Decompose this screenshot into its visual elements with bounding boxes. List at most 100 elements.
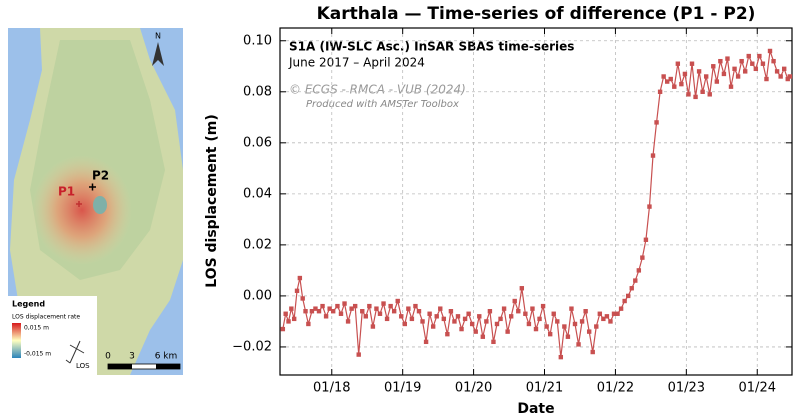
point xyxy=(608,319,613,324)
point xyxy=(487,309,493,314)
point xyxy=(316,309,322,314)
point xyxy=(423,339,429,345)
point xyxy=(306,321,311,327)
north: N xyxy=(155,32,161,41)
point xyxy=(391,309,397,314)
scale-bar-seg xyxy=(156,364,180,369)
scale-label: 6 km xyxy=(155,352,178,362)
point xyxy=(367,303,372,309)
annotation: June 2017 – April 2024 xyxy=(288,56,425,70)
point xyxy=(746,53,751,59)
point xyxy=(370,324,376,329)
point xyxy=(286,319,291,324)
color-bar xyxy=(12,323,21,358)
point xyxy=(360,309,365,314)
chart: Karthala — Time-series of difference (P1… xyxy=(204,4,793,417)
point xyxy=(774,69,780,74)
point xyxy=(335,303,340,309)
legend-title: Legend xyxy=(12,300,45,309)
point xyxy=(764,76,769,82)
point xyxy=(739,58,744,64)
point xyxy=(672,84,677,89)
point xyxy=(452,319,457,324)
point xyxy=(700,89,705,94)
x-tick-label: 01/19 xyxy=(384,381,421,396)
point xyxy=(760,61,766,66)
point xyxy=(498,316,503,322)
uplift xyxy=(32,155,132,265)
y-tick-label: 0.00 xyxy=(243,288,272,303)
point xyxy=(618,306,624,311)
point xyxy=(735,74,741,79)
point xyxy=(294,288,300,294)
point xyxy=(707,92,712,97)
y-tick-label: 0.10 xyxy=(243,33,272,48)
point xyxy=(303,309,308,314)
point xyxy=(399,314,404,319)
point xyxy=(643,237,649,242)
point xyxy=(297,275,303,281)
point xyxy=(757,53,762,59)
point xyxy=(420,319,425,324)
point xyxy=(686,92,691,97)
point xyxy=(402,321,408,327)
point xyxy=(555,319,560,324)
point xyxy=(280,326,286,332)
point xyxy=(728,84,734,89)
y-tick-label: 0.06 xyxy=(243,135,272,150)
legend-box xyxy=(8,296,97,375)
point xyxy=(558,354,564,360)
point xyxy=(441,316,447,322)
map: N P1 P2 Legend LOS displacement rate 0,0… xyxy=(8,28,183,375)
point xyxy=(675,61,681,66)
p2-label: P2 xyxy=(92,169,109,183)
point xyxy=(330,309,336,314)
point xyxy=(388,303,393,309)
point xyxy=(338,311,344,316)
point xyxy=(523,311,528,316)
point xyxy=(516,309,521,314)
annotation: © ECGS - RMCA - VUB (2024) xyxy=(289,83,466,97)
point xyxy=(579,319,585,324)
point xyxy=(703,74,709,79)
point xyxy=(342,301,347,306)
point xyxy=(711,64,716,69)
los-label: LOS xyxy=(76,362,90,370)
point xyxy=(625,293,631,299)
scale-label: 0 xyxy=(105,352,111,362)
point xyxy=(480,334,486,339)
point xyxy=(753,66,759,72)
point xyxy=(413,303,418,309)
p1-cross xyxy=(76,201,82,207)
crater xyxy=(93,196,107,214)
x-tick-label: 01/20 xyxy=(455,381,492,396)
point xyxy=(551,311,556,316)
point xyxy=(540,303,546,309)
point xyxy=(345,319,351,324)
point xyxy=(289,306,294,311)
point xyxy=(430,324,436,329)
point xyxy=(721,71,727,77)
point xyxy=(750,61,755,66)
p1-label: P1 xyxy=(58,185,75,199)
point xyxy=(544,324,549,329)
point xyxy=(537,316,542,322)
x-axis-label: Date xyxy=(517,401,554,417)
point xyxy=(640,255,645,260)
point xyxy=(455,314,461,319)
y-tick-label: −0.02 xyxy=(232,339,272,354)
x-tick-label: 01/21 xyxy=(526,381,563,396)
point xyxy=(374,306,379,311)
point xyxy=(349,306,354,311)
point xyxy=(445,331,450,337)
point xyxy=(679,81,684,87)
chart-title: Karthala — Time-series of difference (P1… xyxy=(317,4,756,24)
point xyxy=(530,306,535,311)
point xyxy=(384,316,390,322)
point xyxy=(469,321,475,327)
point xyxy=(693,94,698,100)
point xyxy=(594,324,599,329)
legend-min: -0,015 m xyxy=(24,351,51,358)
scale-bar-seg xyxy=(108,364,132,369)
